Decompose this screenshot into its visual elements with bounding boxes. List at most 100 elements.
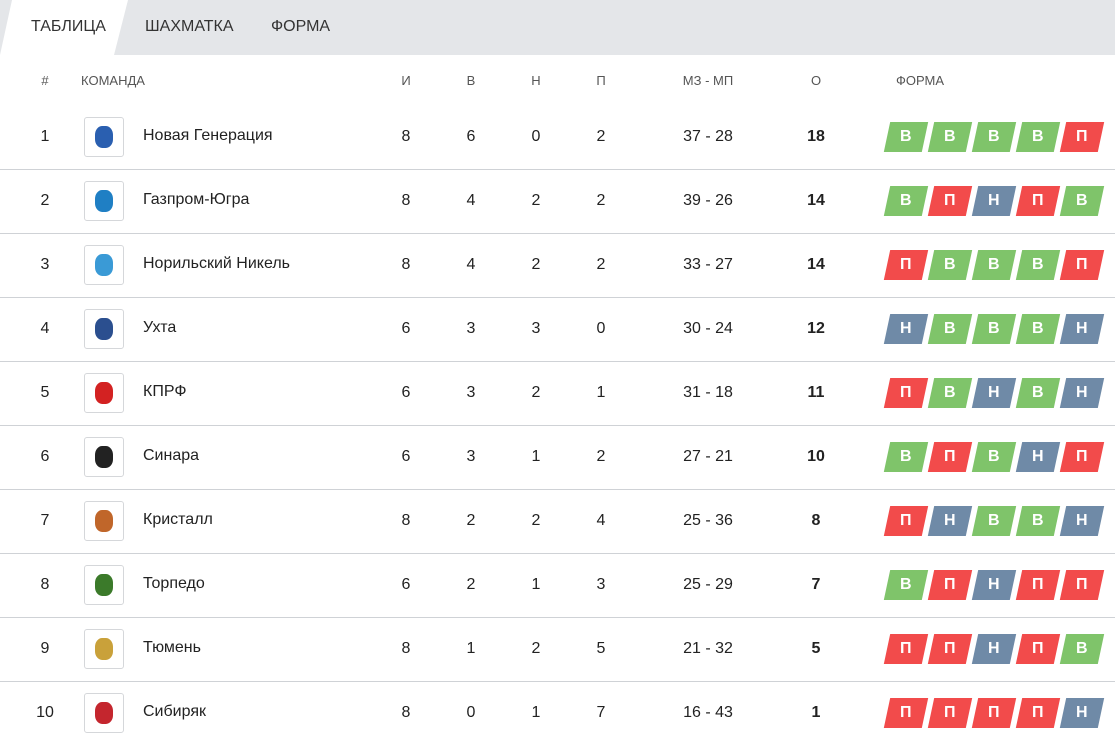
form-badge: Н bbox=[1059, 506, 1105, 536]
form-badge: Н bbox=[971, 634, 1017, 664]
form-result: Н bbox=[1032, 448, 1044, 465]
row-divider bbox=[0, 169, 1115, 170]
points: 14 bbox=[807, 192, 825, 209]
form-result: В bbox=[1076, 640, 1088, 657]
team-name: Ухта bbox=[143, 319, 177, 336]
form-badge: Н bbox=[1059, 378, 1105, 408]
team-logo bbox=[84, 373, 124, 413]
points: 1 bbox=[811, 704, 821, 721]
form-result: Н bbox=[988, 640, 1000, 657]
points: 8 bbox=[811, 512, 821, 529]
goals: 37 - 28 bbox=[683, 128, 733, 145]
stat: 8 bbox=[401, 128, 411, 145]
form-badge: В bbox=[883, 122, 929, 152]
points: 12 bbox=[807, 320, 825, 337]
column-header: # bbox=[41, 73, 49, 88]
team-logo bbox=[84, 245, 124, 285]
form-result: П bbox=[900, 256, 912, 273]
form-result: П bbox=[900, 704, 912, 721]
form-result: П bbox=[944, 576, 956, 593]
form-badge: Н bbox=[1059, 698, 1105, 728]
logo-emblem bbox=[95, 254, 113, 276]
team-name: Сибиряк bbox=[143, 703, 206, 720]
stat: 1 bbox=[531, 704, 541, 721]
form-result: П bbox=[1076, 128, 1088, 145]
form-result: В bbox=[1076, 192, 1088, 209]
row-divider bbox=[0, 617, 1115, 618]
form-badge: В bbox=[971, 122, 1017, 152]
form-badge: В bbox=[1015, 506, 1061, 536]
form-badge: Н bbox=[971, 378, 1017, 408]
team-name: Тюмень bbox=[143, 639, 201, 656]
form-badge: В bbox=[1015, 122, 1061, 152]
logo-emblem bbox=[95, 126, 113, 148]
form-badge: П bbox=[1015, 634, 1061, 664]
position: 5 bbox=[40, 384, 50, 401]
logo-emblem bbox=[95, 446, 113, 468]
logo-emblem bbox=[95, 638, 113, 660]
form-result: Н bbox=[988, 384, 1000, 401]
form-result: В bbox=[1032, 512, 1044, 529]
form-result: Н bbox=[988, 576, 1000, 593]
position: 2 bbox=[40, 192, 50, 209]
goals: 25 - 29 bbox=[683, 576, 733, 593]
stat: 3 bbox=[531, 320, 541, 337]
form-result: П bbox=[944, 192, 956, 209]
position: 7 bbox=[40, 512, 50, 529]
stat: 5 bbox=[596, 640, 606, 657]
stat: 8 bbox=[401, 512, 411, 529]
form-badge: П bbox=[971, 698, 1017, 728]
position: 4 bbox=[40, 320, 50, 337]
stat: 2 bbox=[531, 384, 541, 401]
form-badge: В bbox=[1059, 186, 1105, 216]
stat: 3 bbox=[596, 576, 606, 593]
position: 8 bbox=[40, 576, 50, 593]
team-name: КПРФ bbox=[143, 383, 187, 400]
stat: 7 bbox=[596, 704, 606, 721]
active-tab-bg bbox=[0, 0, 128, 55]
form-badge: Н bbox=[971, 186, 1017, 216]
form-badge: Н bbox=[1059, 314, 1105, 344]
row-divider bbox=[0, 361, 1115, 362]
form-result: П bbox=[944, 640, 956, 657]
form-result: В bbox=[900, 128, 912, 145]
goals: 31 - 18 bbox=[683, 384, 733, 401]
stat: 2 bbox=[531, 192, 541, 209]
stat: 6 bbox=[401, 320, 411, 337]
stat: 6 bbox=[401, 576, 411, 593]
logo-emblem bbox=[95, 510, 113, 532]
form-result: П bbox=[1076, 448, 1088, 465]
form-badge: П bbox=[883, 634, 929, 664]
form-badge: В bbox=[883, 442, 929, 472]
logo-emblem bbox=[95, 382, 113, 404]
form-badge: Н bbox=[971, 570, 1017, 600]
form-result: Н bbox=[944, 512, 956, 529]
position: 1 bbox=[40, 128, 50, 145]
form-result: П bbox=[900, 512, 912, 529]
stat: 8 bbox=[401, 704, 411, 721]
form-badge: В bbox=[1015, 314, 1061, 344]
form-result: В bbox=[900, 448, 912, 465]
stat: 2 bbox=[531, 640, 541, 657]
form-badge: П bbox=[1059, 442, 1105, 472]
row-divider bbox=[0, 297, 1115, 298]
form-badge: Н bbox=[883, 314, 929, 344]
form-badge: В bbox=[927, 314, 973, 344]
position: 3 bbox=[40, 256, 50, 273]
points: 5 bbox=[811, 640, 821, 657]
tab[interactable]: ШАХМАТКА bbox=[145, 18, 234, 35]
stat: 2 bbox=[466, 576, 476, 593]
form-result: Н bbox=[988, 192, 1000, 209]
form-badge: В bbox=[927, 250, 973, 280]
form-badge: В bbox=[883, 186, 929, 216]
goals: 27 - 21 bbox=[683, 448, 733, 465]
row-divider bbox=[0, 425, 1115, 426]
form-badge: П bbox=[1059, 122, 1105, 152]
form-result: В bbox=[944, 384, 956, 401]
tab[interactable]: ФОРМА bbox=[271, 18, 331, 35]
row-divider bbox=[0, 489, 1115, 490]
tab[interactable]: ТАБЛИЦА bbox=[31, 18, 106, 35]
form-result: В bbox=[988, 256, 1000, 273]
form-result: П bbox=[900, 640, 912, 657]
